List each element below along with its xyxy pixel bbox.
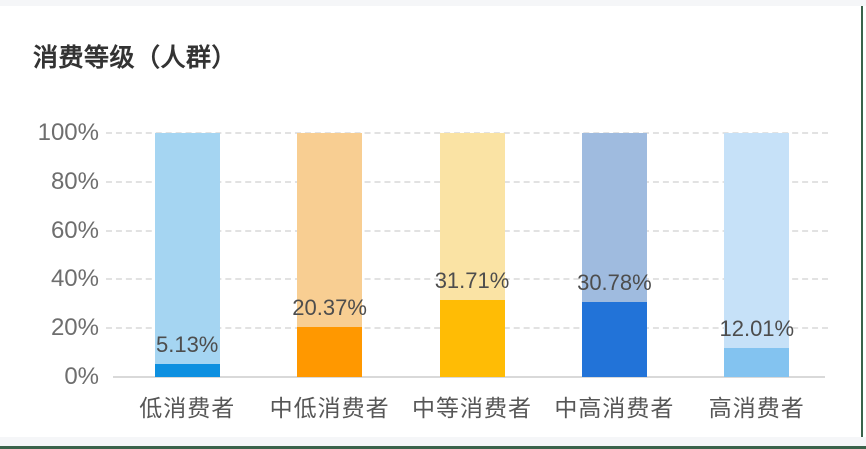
bar-remainder-segment[interactable] <box>724 133 790 348</box>
x-axis-label: 中等消费者 <box>412 395 532 421</box>
x-axis-label: 低消费者 <box>139 395 236 421</box>
bar-value-label: 12.01% <box>719 315 795 341</box>
bar-remainder-segment[interactable] <box>439 133 505 300</box>
y-axis-tick-label: 20% <box>50 314 99 342</box>
y-axis-tick-label: 0% <box>64 363 99 390</box>
top-edge-strip <box>0 0 866 6</box>
bottom-edge-strip <box>0 437 866 446</box>
bar-value-segment[interactable] <box>154 364 220 377</box>
bar-value-segment[interactable] <box>581 301 647 377</box>
x-axis-label: 高消费者 <box>708 395 805 421</box>
x-axis-line <box>113 376 825 378</box>
y-axis-tick-label: 40% <box>50 265 99 293</box>
chart-title: 消费等级（人群） <box>33 44 238 72</box>
bar-value-label: 20.37% <box>292 295 367 321</box>
y-axis-tick-label: 100% <box>37 119 99 146</box>
bar-value-label: 31.71% <box>434 267 510 293</box>
bar-value-segment[interactable] <box>439 299 505 377</box>
bottom-frame-border <box>0 446 866 449</box>
bar-value-label: 5.13% <box>155 332 219 358</box>
bar-value-segment[interactable] <box>297 327 363 377</box>
x-axis-label: 中低消费者 <box>269 395 390 421</box>
bar-remainder-segment[interactable] <box>297 133 363 328</box>
bar-value-label: 30.78% <box>577 269 652 295</box>
y-axis-tick-label: 80% <box>50 167 99 195</box>
x-axis-label: 中高消费者 <box>554 395 675 421</box>
bar-remainder-segment[interactable] <box>581 133 647 302</box>
bar-value-segment[interactable] <box>724 347 790 377</box>
bar-remainder-segment[interactable] <box>154 133 220 365</box>
right-frame-border <box>861 6 863 446</box>
y-axis-tick-label: 60% <box>50 216 99 244</box>
